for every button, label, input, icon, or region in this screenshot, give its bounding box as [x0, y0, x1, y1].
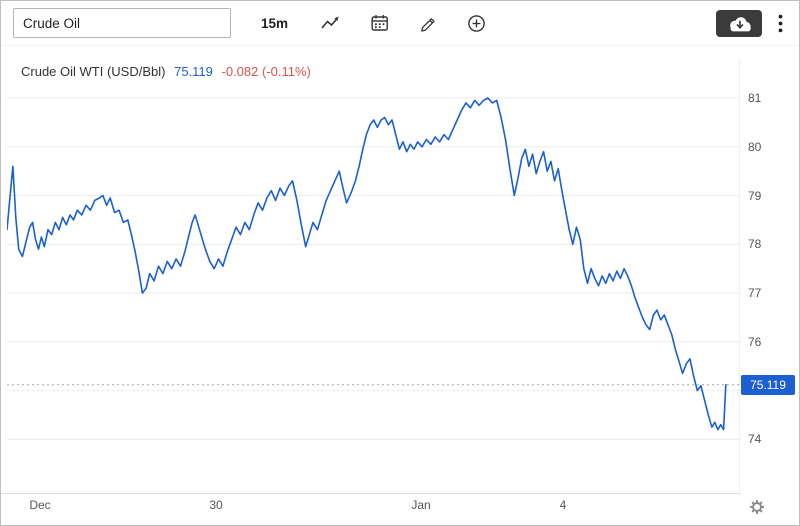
y-axis-label: 76 [748, 335, 762, 349]
y-axis-label: 74 [748, 432, 762, 446]
calendar-icon[interactable] [368, 11, 392, 35]
price-line-chart[interactable] [7, 59, 739, 493]
y-axis-label: 81 [748, 91, 762, 105]
chart-legend: Crude Oil WTI (USD/Bbl) 75.119 -0.082 (-… [21, 64, 311, 79]
x-axis-line [1, 493, 741, 494]
x-axis-label: Dec [29, 498, 51, 512]
y-axis-label: 79 [748, 189, 762, 203]
price-change-value: -0.082 (-0.11%) [221, 64, 311, 79]
y-axis-label: 80 [748, 140, 762, 154]
x-axis-label: Jan [411, 498, 431, 512]
cloud-download-button[interactable] [716, 9, 762, 37]
last-price-tag: 75.119 [741, 375, 795, 395]
settings-gear-icon[interactable] [749, 499, 765, 520]
y-axis-label: 77 [748, 286, 762, 300]
x-axis-label: 4 [559, 498, 567, 512]
interval-button[interactable]: 15m [255, 12, 294, 35]
instrument-title: Crude Oil WTI (USD/Bbl) [21, 64, 166, 79]
draw-pencil-icon[interactable] [416, 11, 440, 35]
more-menu-icon[interactable] [774, 12, 787, 35]
chart-type-line-icon[interactable] [318, 12, 344, 34]
last-price-value: 75.119 [174, 64, 213, 79]
y-axis-divider [739, 59, 740, 493]
toolbar: 15m [1, 1, 799, 46]
y-axis-label: 78 [748, 237, 762, 251]
x-axis-label: 30 [209, 498, 223, 512]
symbol-search-input[interactable] [13, 8, 231, 38]
zoom-plus-icon[interactable] [464, 11, 489, 36]
